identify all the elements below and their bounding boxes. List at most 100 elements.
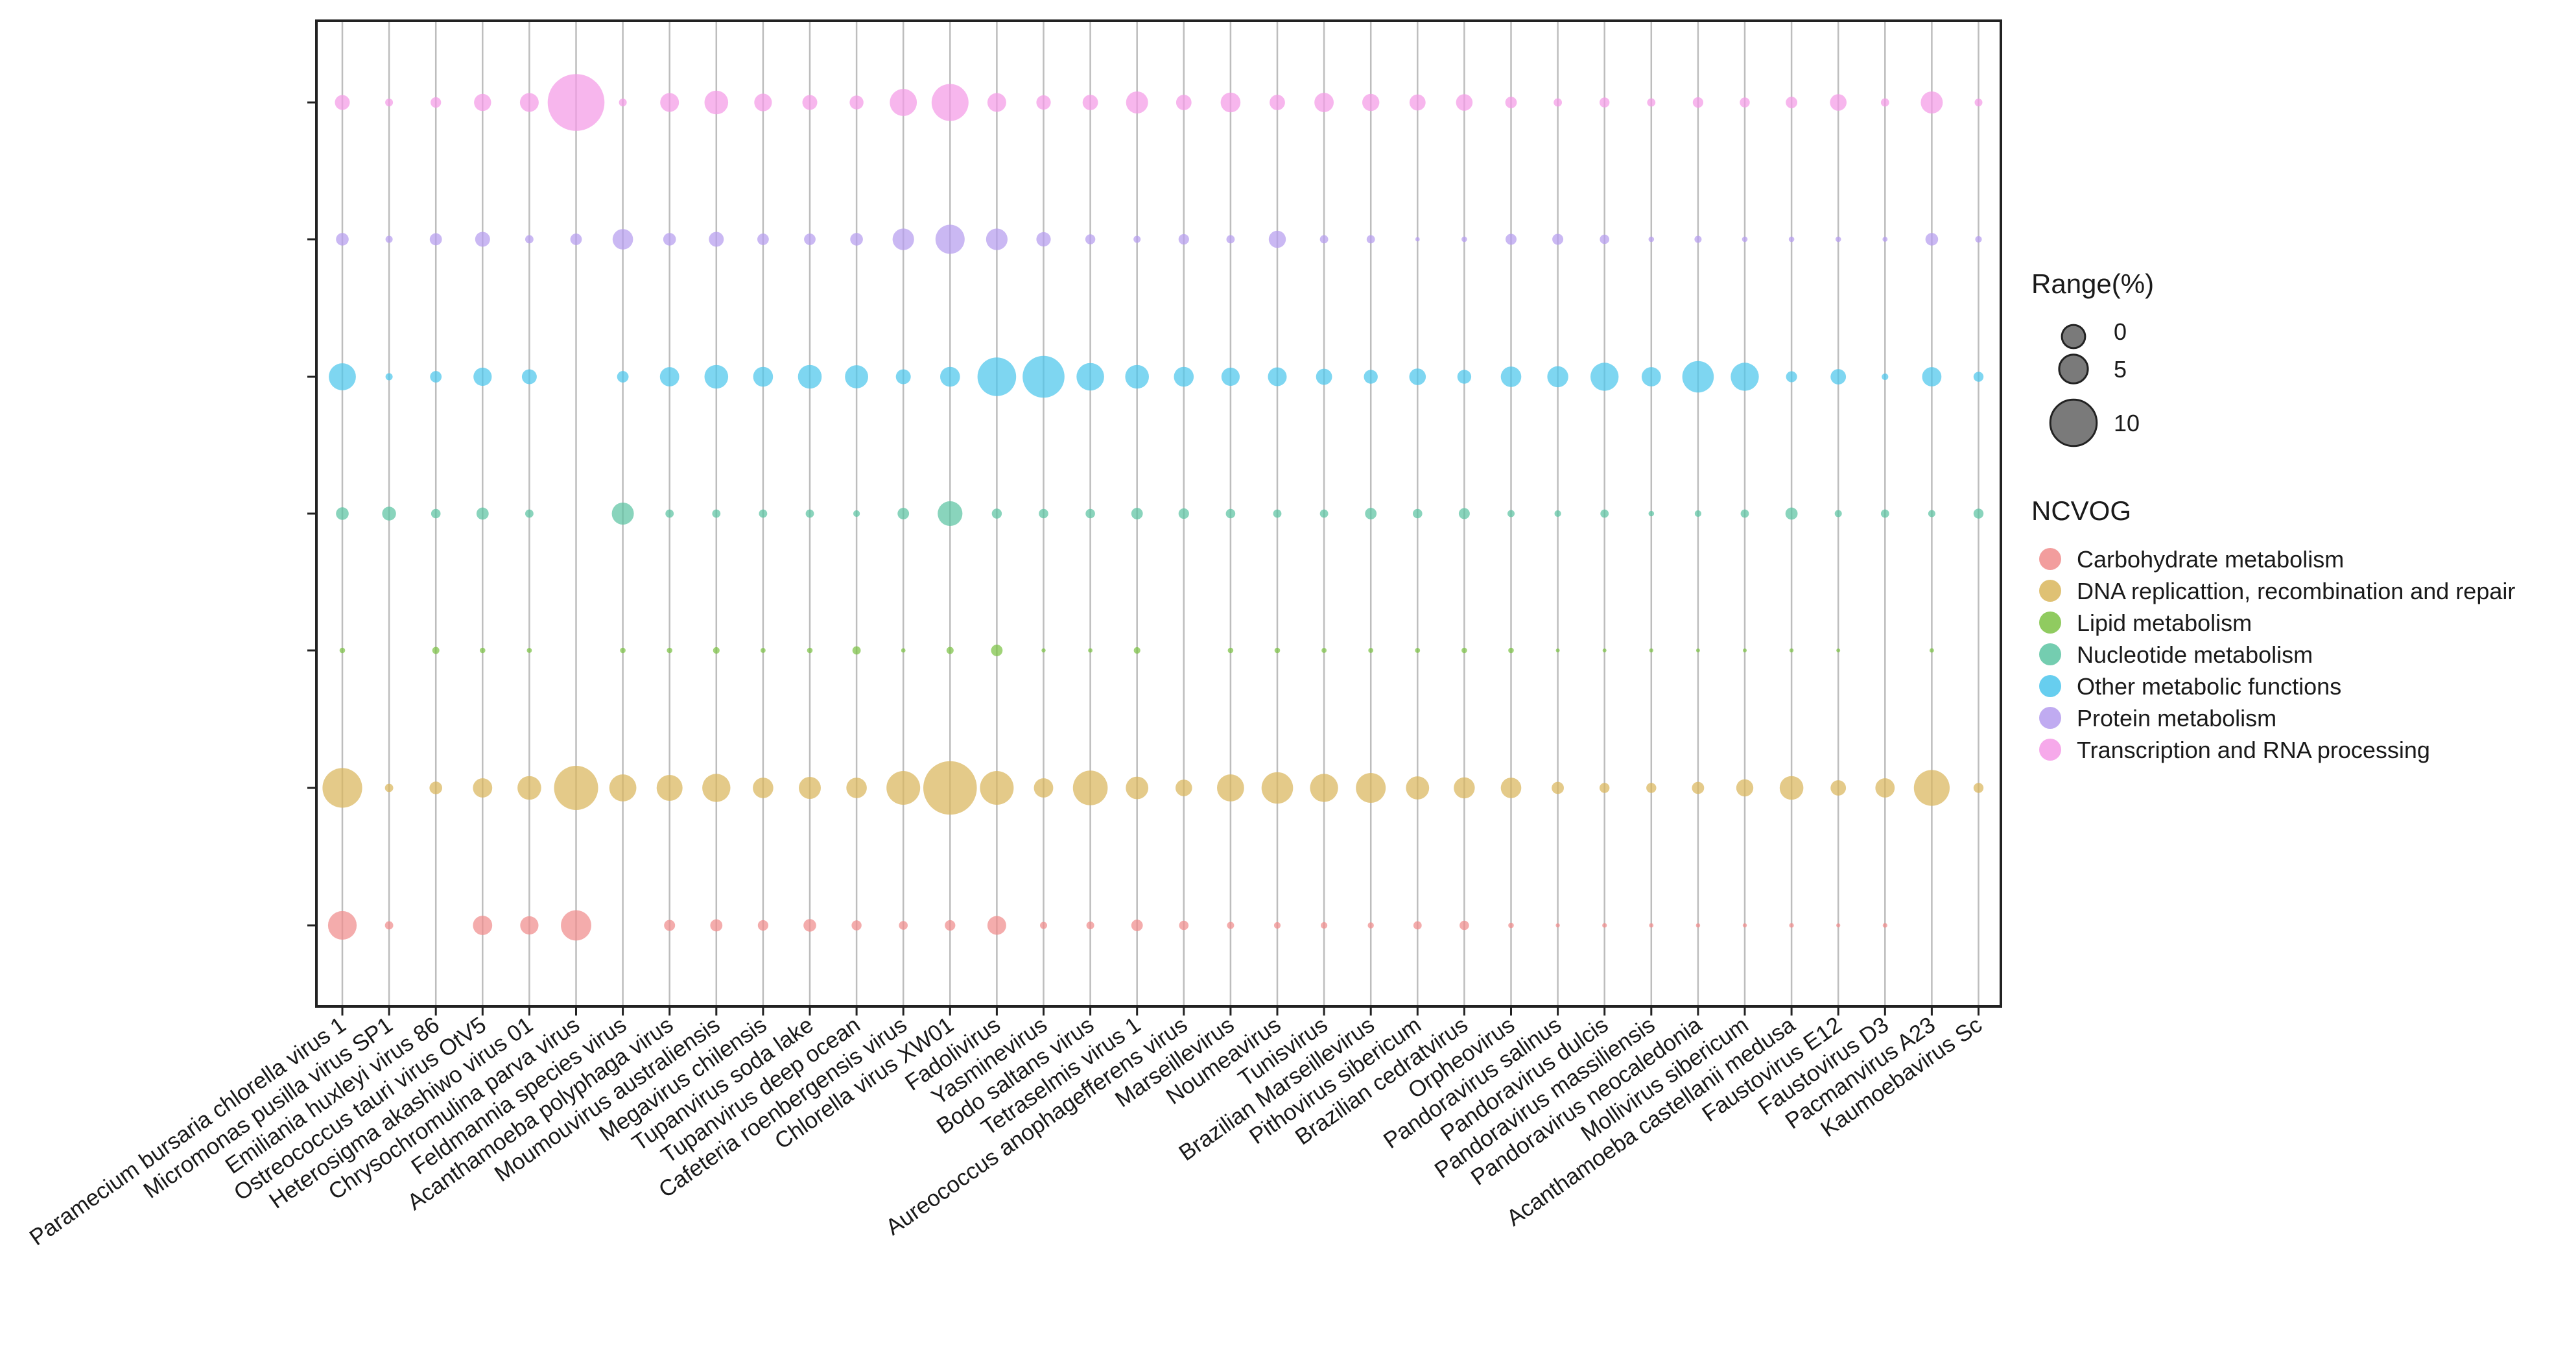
bubble-dna-replicattion-recombination-and-repair (1310, 774, 1338, 802)
bubble-nucleotide-metabolism (991, 508, 1002, 519)
bubble-protein-metabolism (1648, 236, 1655, 243)
bubble-protein-metabolism (1742, 236, 1748, 243)
bubble-nucleotide-metabolism (1039, 508, 1048, 519)
size-legend-label: 5 (2114, 356, 2127, 383)
bubble-transcription-and-rna-processing (1786, 97, 1798, 108)
bubble-carbohydrate-metabolism (1321, 921, 1328, 929)
bubble-dna-replicattion-recombination-and-repair (980, 771, 1014, 805)
bubble-carbohydrate-metabolism (1789, 923, 1794, 928)
bubble-protein-metabolism (892, 228, 914, 250)
bubble-dna-replicattion-recombination-and-repair (923, 761, 977, 815)
bubble-lipid-metabolism (1743, 648, 1747, 652)
axis-ticks (307, 101, 1979, 1016)
bubble-carbohydrate-metabolism (1273, 921, 1281, 929)
bubble-nucleotide-metabolism (938, 501, 963, 527)
bubble-dna-replicattion-recombination-and-repair (1072, 770, 1108, 805)
bubble-lipid-metabolism (1133, 647, 1140, 654)
bubble-carbohydrate-metabolism (384, 921, 394, 930)
bubble-dna-replicattion-recombination-and-repair (1875, 778, 1895, 798)
bubble-nucleotide-metabolism (1740, 509, 1749, 518)
bubble-nucleotide-metabolism (1880, 509, 1889, 518)
bubble-lipid-metabolism (852, 646, 861, 655)
bubble-dna-replicattion-recombination-and-repair (554, 766, 598, 810)
bubble-protein-metabolism (1268, 230, 1286, 248)
bubble-dna-replicattion-recombination-and-repair (473, 778, 493, 798)
bubble-lipid-metabolism (761, 648, 766, 653)
bubble-protein-metabolism (1178, 233, 1189, 245)
bubble-carbohydrate-metabolism (520, 916, 539, 935)
bubble-dna-replicattion-recombination-and-repair (1973, 783, 1984, 793)
vertical-grid-lines (341, 21, 1979, 1006)
bubble-protein-metabolism (1319, 235, 1329, 244)
bubble-carbohydrate-metabolism (327, 910, 357, 940)
legend-key-carbohydrate-metabolism (2039, 548, 2061, 570)
bubble-dna-replicattion-recombination-and-repair (1830, 780, 1847, 796)
bubble-carbohydrate-metabolism (664, 920, 676, 931)
bubble-carbohydrate-metabolism (1836, 923, 1841, 928)
bubble-transcription-and-rna-processing (1082, 95, 1098, 110)
bubble-carbohydrate-metabolism (1555, 923, 1560, 928)
bubble-carbohydrate-metabolism (1508, 922, 1514, 929)
bubble-transcription-and-rna-processing (619, 99, 627, 106)
bubble-other-metabolic-functions (1786, 371, 1797, 383)
legend-label: Lipid metabolism (2077, 610, 2252, 636)
bubble-carbohydrate-metabolism (1086, 921, 1094, 929)
bubble-carbohydrate-metabolism (1602, 923, 1607, 928)
bubble-protein-metabolism (1036, 232, 1051, 247)
bubble-dna-replicattion-recombination-and-repair (1261, 772, 1294, 804)
bubble-carbohydrate-metabolism (899, 921, 908, 930)
bubble-protein-metabolism (709, 232, 724, 247)
bubble-protein-metabolism (1506, 233, 1517, 245)
bubble-transcription-and-rna-processing (704, 90, 729, 115)
bubble-other-metabolic-functions (617, 371, 629, 383)
size-legend-key (2049, 398, 2098, 447)
size-legend-label: 10 (2114, 410, 2140, 436)
bubble-lipid-metabolism (1415, 648, 1421, 653)
legend-key-transcription-and-rna-processing (2039, 739, 2061, 761)
bubble-nucleotide-metabolism (431, 508, 441, 519)
bubble-transcription-and-rna-processing (1176, 95, 1192, 110)
bubble-lipid-metabolism (1227, 647, 1234, 654)
bubble-nucleotide-metabolism (1225, 508, 1236, 519)
legend-label: DNA replicattion, recombination and repa… (2077, 578, 2515, 604)
bubble-lipid-metabolism (1602, 648, 1607, 652)
bubble-protein-metabolism (1366, 235, 1375, 244)
bubble-transcription-and-rna-processing (1362, 93, 1380, 112)
bubble-protein-metabolism (475, 232, 490, 247)
bubble-transcription-and-rna-processing (1920, 91, 1943, 113)
bubble-dna-replicattion-recombination-and-repair (609, 774, 637, 802)
bubble-transcription-and-rna-processing (802, 95, 818, 110)
bubble-protein-metabolism (525, 235, 534, 244)
bubble-other-metabolic-functions (1316, 368, 1332, 385)
bubble-nucleotide-metabolism (1834, 510, 1842, 517)
bubble-dna-replicattion-recombination-and-repair (753, 778, 774, 798)
bubble-nucleotide-metabolism (1131, 508, 1143, 519)
bubble-other-metabolic-functions (1547, 366, 1568, 388)
bubble-protein-metabolism (336, 233, 349, 246)
bubble-nucleotide-metabolism (1085, 508, 1095, 519)
bubble-transcription-and-rna-processing (1270, 95, 1285, 110)
bubble-nucleotide-metabolism (759, 509, 768, 518)
bubble-carbohydrate-metabolism (1742, 923, 1747, 928)
bubble-dna-replicattion-recombination-and-repair (517, 776, 541, 800)
bubble-other-metabolic-functions (430, 371, 442, 383)
bubble-protein-metabolism (570, 233, 582, 245)
size-legend-label: 0 (2114, 318, 2127, 345)
bubble-dna-replicattion-recombination-and-repair (702, 774, 731, 802)
bubble-other-metabolic-functions (1076, 363, 1104, 391)
legend-key-lipid-metabolism (2039, 612, 2061, 634)
bubble-other-metabolic-functions (977, 357, 1017, 396)
color-legend-title: NCVOG (2031, 495, 2131, 526)
bubble-dna-replicattion-recombination-and-repair (1552, 781, 1565, 794)
bubble-nucleotide-metabolism (1413, 508, 1423, 519)
bubble-other-metabolic-functions (940, 366, 960, 387)
bubble-transcription-and-rna-processing (335, 95, 350, 110)
bubble-carbohydrate-metabolism (1882, 923, 1887, 928)
bubble-transcription-and-rna-processing (660, 93, 679, 112)
size-legend-key (2061, 324, 2086, 350)
bubble-lipid-metabolism (1321, 648, 1327, 653)
bubble-other-metabolic-functions (798, 364, 822, 389)
bubble-carbohydrate-metabolism (1040, 921, 1047, 929)
legend-key-protein-metabolism (2039, 707, 2061, 729)
